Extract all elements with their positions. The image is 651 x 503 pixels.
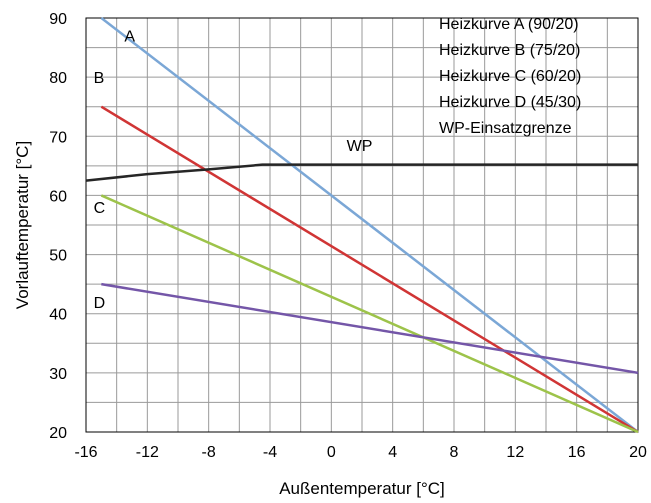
y-tick-label: 60 xyxy=(49,188,67,205)
y-tick-label: 30 xyxy=(49,366,67,383)
y-tick-label: 50 xyxy=(49,248,67,265)
legend-entry: Heizkurve A (90/20) xyxy=(439,16,579,33)
curve-label-c: C xyxy=(94,200,106,217)
curve-label-a: A xyxy=(124,29,135,46)
y-tick-label: 70 xyxy=(49,129,67,146)
legend-entry: Heizkurve C (60/20) xyxy=(439,68,581,85)
legend-entry: Heizkurve B (75/20) xyxy=(439,42,580,59)
x-tick-label: -4 xyxy=(263,444,277,461)
series-line-a xyxy=(100,17,639,433)
legend-entry: Heizkurve D (45/30) xyxy=(439,94,581,111)
x-tick-label: 8 xyxy=(450,444,459,461)
series-line-wp xyxy=(85,163,638,182)
x-tick-label: 12 xyxy=(506,444,524,461)
y-tick-labels: 20 30 40 50 60 70 80 90 xyxy=(49,11,67,442)
curve-labels: A B C D WP xyxy=(94,29,373,312)
x-tick-label: -16 xyxy=(74,444,97,461)
x-tick-label: -8 xyxy=(202,444,216,461)
curve-label-d: D xyxy=(94,295,106,312)
curve-label-wp: WP xyxy=(347,138,373,155)
x-axis-label: Außentemperatur [°C] xyxy=(279,479,445,498)
series-line-b xyxy=(100,105,639,434)
y-axis-label: Vorlauftemperatur [°C] xyxy=(13,141,32,309)
legend-entry: WP-Einsatzgrenze xyxy=(439,120,572,137)
x-tick-label: 20 xyxy=(629,444,647,461)
y-tick-label: 20 xyxy=(49,425,67,442)
y-tick-label: 80 xyxy=(49,70,67,87)
series-lines xyxy=(85,17,639,434)
series-line-c xyxy=(100,194,639,434)
x-tick-labels: -16 -12 -8 -4 0 4 8 12 16 20 xyxy=(74,444,647,461)
x-tick-label: -12 xyxy=(136,444,159,461)
y-tick-label: 40 xyxy=(49,307,67,324)
y-tick-label: 90 xyxy=(49,11,67,28)
plot-frame xyxy=(85,17,639,433)
x-tick-label: 4 xyxy=(388,444,397,461)
x-tick-label: 16 xyxy=(568,444,586,461)
curve-label-b: B xyxy=(94,70,105,87)
x-tick-label: 0 xyxy=(327,444,336,461)
series-line-d xyxy=(101,282,639,375)
legend: Heizkurve A (90/20) Heizkurve B (75/20) He… xyxy=(439,16,581,137)
